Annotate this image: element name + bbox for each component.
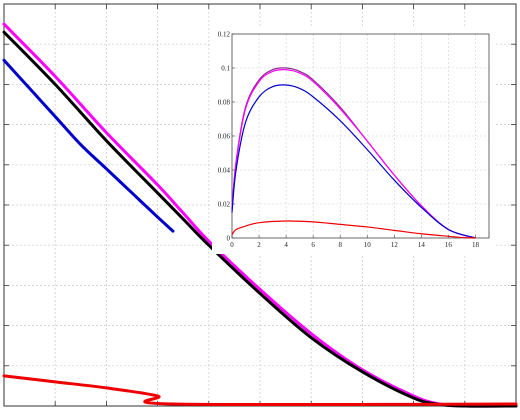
inset-series-line-3 <box>231 220 476 239</box>
inset-tick-labels: 0 2 4 6 8 10 12 14 16 18 0 0.02 0.04 0.06 0.08 0.1 0.12 <box>218 31 480 250</box>
main-series-line-2 <box>2 58 175 233</box>
inset-chart: 0 2 4 6 8 10 12 14 16 18 0 0.02 0.04 0.06 0.08 0.1 0.12 <box>212 26 495 254</box>
inset-x-tick-label: 0 <box>230 241 234 249</box>
inset-y-tick-label: 0.08 <box>218 99 231 107</box>
inset-x-tick-label: 6 <box>311 241 315 249</box>
inset-series-line-1 <box>231 68 476 239</box>
inset-x-tick-label: 2 <box>257 241 261 249</box>
inset-series <box>231 67 476 239</box>
inset-x-tick-label: 14 <box>418 241 426 249</box>
inset-grid <box>232 34 489 238</box>
main-series-line-3 <box>2 374 518 407</box>
inset-x-tick-label: 18 <box>472 241 480 249</box>
inset-y-tick-label: 0 <box>227 235 231 243</box>
inset-ticks <box>231 33 476 239</box>
inset-x-tick-label: 12 <box>391 241 399 249</box>
inset-y-tick-label: 0.12 <box>218 31 231 39</box>
main-series <box>2 22 518 408</box>
inset-y-tick-label: 0.04 <box>218 167 231 175</box>
inset-series-line-2 <box>231 84 476 239</box>
inset-y-tick-label: 0.1 <box>221 65 230 73</box>
inset-y-tick-label: 0.02 <box>218 201 231 209</box>
inset-y-tick-label: 0.06 <box>218 133 231 141</box>
inset-background <box>212 26 495 254</box>
inset-x-tick-label: 10 <box>364 241 372 249</box>
inset-x-tick-label: 8 <box>338 241 342 249</box>
inset-x-tick-label: 4 <box>284 241 288 249</box>
inset-x-tick-label: 16 <box>445 241 453 249</box>
